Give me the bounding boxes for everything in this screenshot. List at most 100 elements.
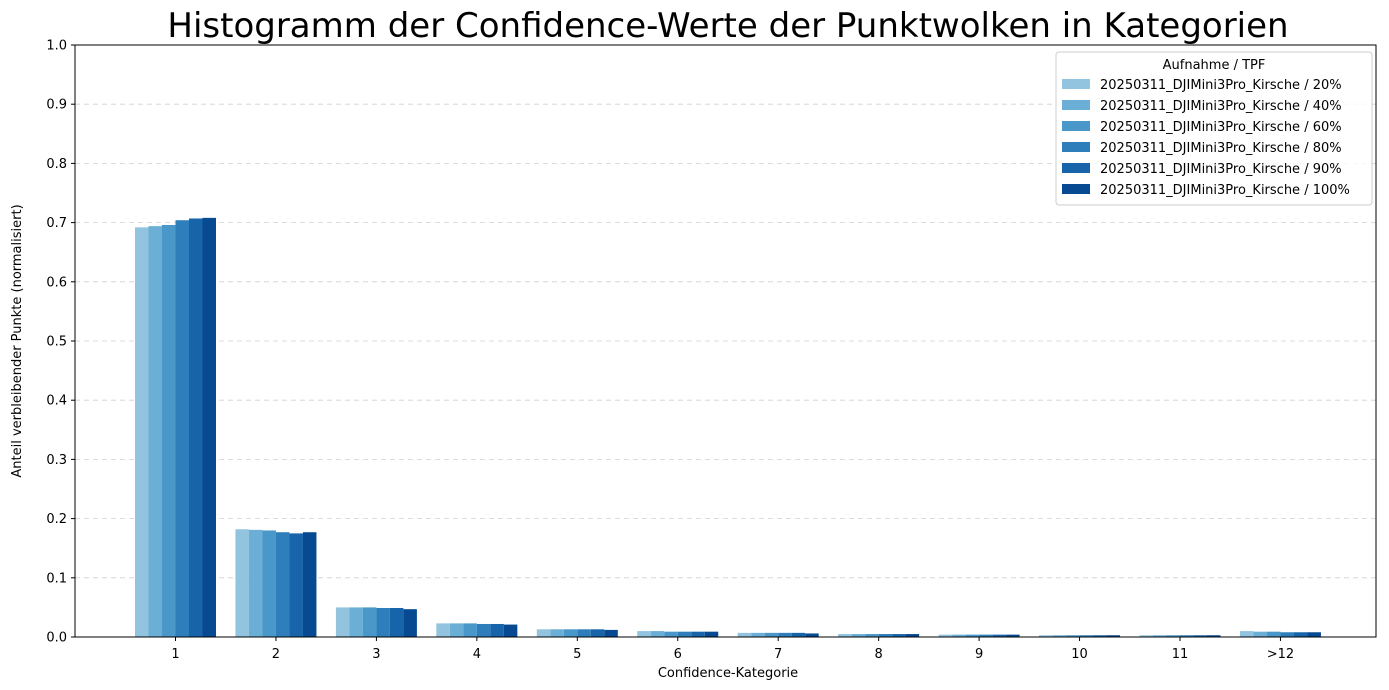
bar-7-series-3 [764, 632, 779, 637]
bar-4-series-3 [463, 623, 477, 637]
x-tick-label: 8 [875, 647, 883, 662]
bar->12-series-6 [1307, 632, 1321, 637]
bar-8-series-6 [905, 634, 920, 637]
x-tick-label: 3 [372, 647, 380, 662]
bar->12-series-3 [1266, 631, 1281, 637]
legend-swatch [1062, 163, 1090, 173]
y-tick-label: 0.8 [46, 157, 67, 172]
legend-swatch [1062, 100, 1090, 110]
bar-9-series-6 [1006, 634, 1020, 637]
legend-swatch [1062, 184, 1090, 194]
bar-6-series-1 [637, 631, 651, 637]
bar-4-series-2 [449, 623, 464, 637]
bar-3-series-3 [362, 607, 377, 637]
bar-7-series-5 [791, 632, 806, 637]
bar-6-series-6 [704, 631, 719, 637]
y-tick-label: 0.1 [46, 571, 67, 586]
bar-7-series-1 [737, 632, 752, 637]
bar-2-series-4 [275, 532, 290, 637]
bar-8-series-5 [892, 634, 906, 637]
y-tick-label: 0.2 [46, 512, 67, 527]
x-tick-label: 5 [573, 647, 581, 662]
chart-title: Histogramm der Confidence-Werte der Punk… [167, 6, 1288, 46]
x-axis-ticks: 1 2 3 4 5 6 7 8 9 10 11 >12 [171, 637, 1294, 662]
y-tick-label: 0.5 [46, 335, 67, 350]
bar-11-series-1 [1139, 635, 1153, 637]
bar-9-series-5 [992, 634, 1007, 637]
legend-entry-label: 20250311_DJIMini3Pro_Kirsche / 20% [1100, 78, 1342, 93]
y-tick-label: 0.7 [46, 216, 67, 231]
bar-5-series-1 [536, 629, 551, 637]
bar-2-series-1 [235, 529, 249, 637]
bar-3-series-5 [389, 607, 404, 637]
bar-5-series-3 [563, 629, 578, 637]
bar-9-series-2 [952, 634, 966, 637]
x-tick-label: 11 [1172, 647, 1189, 662]
bar-8-series-2 [851, 634, 866, 637]
bar-1-series-1 [135, 227, 149, 637]
bar-5-series-5 [590, 629, 605, 637]
legend-entry-label: 20250311_DJIMini3Pro_Kirsche / 90% [1100, 162, 1342, 177]
legend-entry-label: 20250311_DJIMini3Pro_Kirsche / 80% [1100, 141, 1342, 156]
x-axis-label: Confidence-Kategorie [658, 666, 798, 681]
bar-6-series-2 [650, 631, 665, 637]
x-tick-label: 7 [774, 647, 782, 662]
legend-entry-label: 20250311_DJIMini3Pro_Kirsche / 100% [1100, 183, 1350, 198]
bar-1-series-5 [189, 218, 203, 637]
bar-10-series-3 [1066, 635, 1080, 637]
x-tick-label: 10 [1071, 647, 1088, 662]
bar-2-series-6 [302, 532, 317, 637]
bar-11-series-6 [1207, 635, 1221, 637]
bar-11-series-4 [1180, 635, 1194, 637]
bar-7-series-2 [751, 632, 765, 637]
bar-10-series-6 [1106, 635, 1121, 637]
y-tick-label: 0.3 [46, 453, 67, 468]
legend-title: Aufnahme / TPF [1163, 58, 1266, 73]
bar-10-series-4 [1079, 635, 1094, 637]
y-axis-ticks: 0.0 0.1 0.2 0.3 0.4 0.5 0.6 0.7 0.8 0.9 1.0 [46, 39, 75, 646]
bar-6-series-4 [677, 631, 692, 637]
bar-6-series-3 [664, 631, 678, 637]
bar-7-series-4 [778, 632, 792, 637]
bar-9-series-1 [938, 634, 953, 637]
bar-11-series-5 [1193, 635, 1207, 637]
bar-3-series-4 [376, 607, 390, 637]
bar-9-series-4 [979, 634, 993, 637]
x-tick-label: 4 [473, 647, 481, 662]
bar-10-series-5 [1093, 635, 1107, 637]
legend-entry-label: 20250311_DJIMini3Pro_Kirsche / 60% [1100, 120, 1342, 135]
y-tick-label: 0.9 [46, 98, 67, 113]
y-tick-label: 0.0 [46, 631, 67, 646]
bar-8-series-1 [838, 634, 852, 637]
x-tick-label: 6 [674, 647, 682, 662]
legend-box [1055, 51, 1373, 206]
bar->12-series-5 [1293, 632, 1308, 637]
bar-4-series-6 [503, 624, 518, 637]
bar-4-series-5 [490, 623, 504, 637]
bar->12-series-2 [1253, 631, 1267, 637]
bar->12-series-4 [1280, 632, 1294, 637]
bar-10-series-1 [1039, 635, 1053, 637]
y-tick-label: 0.4 [46, 394, 67, 409]
bar-5-series-4 [577, 629, 591, 637]
bar-2-series-3 [262, 530, 276, 637]
bar-4-series-1 [436, 623, 450, 637]
bar-8-series-4 [878, 634, 893, 637]
legend-swatch [1062, 79, 1090, 89]
bar->12-series-1 [1239, 631, 1254, 637]
bar-1-series-3 [162, 224, 176, 637]
bar-2-series-5 [289, 533, 303, 637]
bar-9-series-3 [965, 634, 980, 637]
bar-11-series-3 [1166, 635, 1180, 637]
bar-3-series-2 [349, 607, 363, 637]
legend-items: 20250311_DJIMini3Pro_Kirsche / 20% 202503… [1062, 78, 1350, 198]
bar-3-series-1 [335, 607, 350, 637]
x-tick-label: 2 [272, 647, 280, 662]
bar-8-series-3 [865, 634, 879, 637]
legend-entry-label: 20250311_DJIMini3Pro_Kirsche / 40% [1100, 99, 1342, 114]
x-tick-label: 9 [975, 647, 983, 662]
bar-1-series-4 [175, 220, 189, 638]
y-tick-label: 1.0 [46, 39, 67, 54]
y-gridlines [75, 103, 1376, 579]
